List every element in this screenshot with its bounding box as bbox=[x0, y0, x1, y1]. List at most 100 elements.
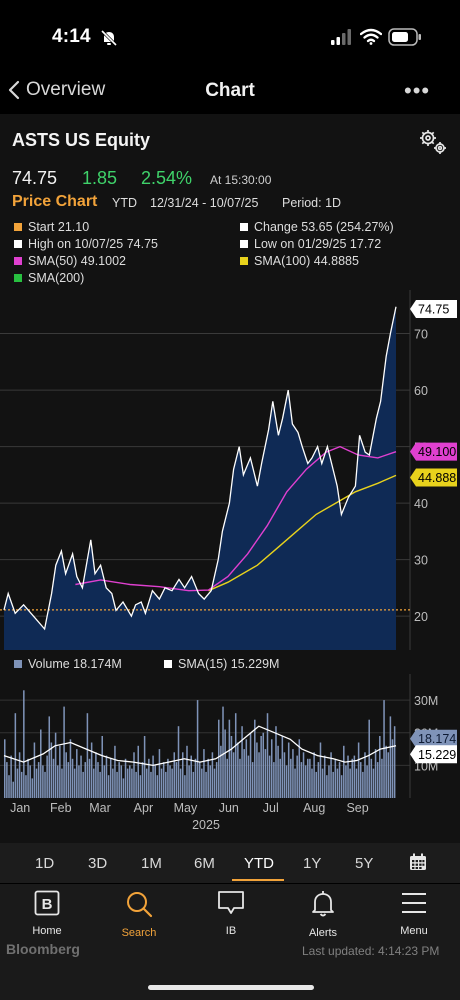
volume-bar bbox=[99, 771, 101, 798]
volume-bar bbox=[148, 758, 150, 798]
volume-bar bbox=[160, 768, 163, 798]
volume-bar bbox=[42, 765, 44, 798]
volume-bar bbox=[256, 742, 258, 798]
volume-bar bbox=[133, 752, 135, 798]
volume-badge: 18.174 bbox=[410, 729, 457, 748]
timeframe-6m[interactable]: 6M bbox=[194, 855, 215, 872]
month-tick-label: Feb bbox=[50, 801, 72, 815]
legend-swatch bbox=[14, 257, 22, 265]
settings-gears-icon[interactable] bbox=[418, 128, 448, 156]
volume-bar bbox=[129, 765, 131, 798]
volume-bar bbox=[370, 758, 373, 798]
volume-bar bbox=[167, 758, 169, 798]
chevron-left-icon bbox=[8, 80, 20, 100]
legend-swatch bbox=[14, 223, 22, 231]
volume-bar bbox=[78, 765, 80, 798]
volume-bar bbox=[326, 775, 328, 798]
volume-bar bbox=[234, 713, 237, 798]
legend-volume: Volume 18.174M bbox=[14, 657, 122, 671]
volume-bar bbox=[46, 755, 48, 798]
volume-bar bbox=[69, 739, 72, 798]
legend-vol-sma-label: SMA(15) 15.229M bbox=[178, 657, 280, 671]
volume-bar bbox=[145, 768, 148, 798]
timeframe-ytd[interactable]: YTD bbox=[244, 855, 274, 872]
volume-bar bbox=[188, 765, 190, 798]
chart-range: YTD bbox=[112, 196, 137, 210]
volume-bar bbox=[245, 739, 248, 798]
volume-bar bbox=[366, 765, 368, 798]
timeframe-1y[interactable]: 1Y bbox=[303, 855, 322, 872]
volume-bar bbox=[143, 736, 146, 798]
volume-bar bbox=[215, 762, 218, 798]
signal-icon bbox=[331, 29, 351, 45]
sma100-badge: 44.888 bbox=[410, 468, 457, 487]
volume-bar bbox=[323, 755, 326, 798]
home-b-icon: B bbox=[34, 890, 60, 916]
tab-menu[interactable]: Menu bbox=[374, 890, 454, 937]
tab-alerts[interactable]: Alerts bbox=[283, 890, 363, 939]
last-price-badge-text: 74.75 bbox=[418, 303, 449, 317]
volume-bar bbox=[152, 755, 154, 798]
calendar-icon[interactable] bbox=[409, 853, 427, 871]
volume-bar bbox=[95, 752, 97, 798]
legend-high: High on 10/07/25 74.75 bbox=[14, 237, 158, 251]
back-button[interactable]: Overview bbox=[8, 79, 105, 101]
tab-home[interactable]: B Home bbox=[7, 890, 87, 937]
volume-bar bbox=[260, 736, 262, 798]
timeframe-3d[interactable]: 3D bbox=[88, 855, 108, 872]
volume-bar bbox=[124, 758, 127, 798]
volume-bar bbox=[80, 755, 82, 798]
legend-high-label: High on 10/07/25 74.75 bbox=[28, 237, 158, 251]
legend-sma200-label: SMA(200) bbox=[28, 271, 85, 285]
timeframe-1d[interactable]: 1D bbox=[35, 855, 55, 872]
month-tick-label: Apr bbox=[134, 801, 153, 815]
chart-date-range: 12/31/24 - 10/07/25 bbox=[150, 196, 259, 210]
volume-bar bbox=[114, 745, 116, 798]
volume-bar bbox=[222, 706, 224, 798]
volume-bar bbox=[162, 762, 165, 798]
legend-vol-sma: SMA(15) 15.229M bbox=[164, 657, 279, 671]
volume-bar bbox=[126, 768, 129, 798]
volume-bar bbox=[226, 758, 229, 798]
bell-icon bbox=[312, 891, 334, 917]
volume-bar bbox=[107, 775, 110, 798]
volume-bar bbox=[296, 755, 298, 798]
volume-bar bbox=[279, 758, 281, 798]
volume-bar bbox=[336, 768, 339, 798]
volume-bar bbox=[224, 729, 226, 798]
volume-bar bbox=[173, 752, 176, 798]
home-indicator bbox=[148, 985, 314, 990]
tab-ib[interactable]: IB bbox=[191, 890, 271, 937]
volume-bar bbox=[298, 739, 301, 798]
page-title: Chart bbox=[205, 80, 255, 101]
volume-bar bbox=[97, 762, 99, 798]
volume-bar bbox=[273, 762, 275, 798]
legend-change: Change 53.65 (254.27%) bbox=[240, 220, 394, 234]
volume-bar bbox=[262, 732, 265, 798]
price-change-pct: 2.54% bbox=[141, 168, 193, 188]
volume-bar bbox=[368, 719, 370, 798]
volume-bar bbox=[37, 762, 40, 798]
volume-bar bbox=[71, 758, 74, 798]
timeframe-1m[interactable]: 1M bbox=[141, 855, 162, 872]
volume-bar bbox=[40, 729, 42, 798]
volume-bar bbox=[109, 758, 112, 798]
timeframe-5y[interactable]: 5Y bbox=[355, 855, 374, 872]
volume-bar bbox=[340, 775, 343, 798]
volume-bar bbox=[175, 762, 178, 798]
volume-bar bbox=[33, 742, 36, 798]
volume-bar bbox=[230, 736, 233, 798]
chart-period: Period: 1D bbox=[282, 196, 342, 210]
year-label: 2025 bbox=[192, 818, 220, 832]
volume-bar bbox=[181, 752, 184, 798]
volume-bar bbox=[179, 768, 182, 798]
volume-chart[interactable]: 10M20M30M18.17415.229JanFebMarAprMayJunJ… bbox=[0, 674, 460, 839]
svg-text:B: B bbox=[42, 896, 53, 913]
tab-search[interactable]: Search bbox=[99, 890, 179, 939]
volume-bar bbox=[391, 739, 394, 798]
quote-time: At 15:30:00 bbox=[210, 173, 272, 187]
price-line bbox=[3, 306, 397, 631]
more-menu-icon[interactable]: ••• bbox=[404, 78, 431, 103]
volume-bar bbox=[12, 781, 14, 798]
